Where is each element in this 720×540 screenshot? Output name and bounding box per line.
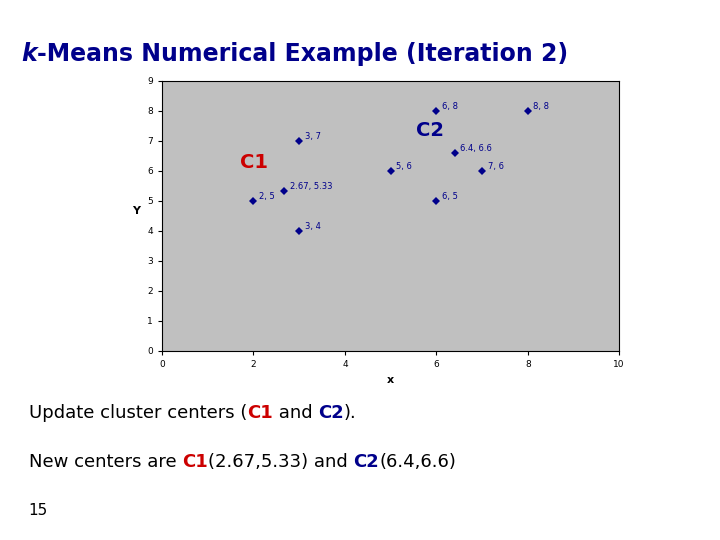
Text: 2.67, 5.33: 2.67, 5.33 [289,183,332,191]
Text: New centers are: New centers are [29,453,182,471]
Text: Update cluster centers (: Update cluster centers ( [29,404,247,422]
Text: 15: 15 [29,503,48,518]
Y-axis label: Y: Y [132,206,140,216]
Text: 8, 8: 8, 8 [534,102,549,111]
Text: (6.4,6.6): (6.4,6.6) [379,453,456,471]
Text: -Means Numerical Example (Iteration 2): -Means Numerical Example (Iteration 2) [37,42,569,66]
Text: and: and [273,404,318,422]
Text: k: k [22,42,37,66]
Text: C1: C1 [240,153,268,172]
Text: 2, 5: 2, 5 [259,192,274,201]
Text: 6, 5: 6, 5 [442,192,458,201]
Text: C1: C1 [182,453,208,471]
Text: 6.4, 6.6: 6.4, 6.6 [460,144,492,153]
Text: 6, 8: 6, 8 [442,102,458,111]
Text: C1: C1 [247,404,273,422]
Text: ).: ). [344,404,357,422]
Text: 5, 6: 5, 6 [396,162,412,171]
Text: 7, 6: 7, 6 [487,162,503,171]
Text: C2: C2 [415,122,444,140]
Text: C2: C2 [318,404,344,422]
Text: (2.67,5.33) and: (2.67,5.33) and [208,453,354,471]
Text: 3, 4: 3, 4 [305,222,320,231]
Text: 3, 7: 3, 7 [305,132,320,141]
X-axis label: x: x [387,375,394,384]
Text: C2: C2 [354,453,379,471]
